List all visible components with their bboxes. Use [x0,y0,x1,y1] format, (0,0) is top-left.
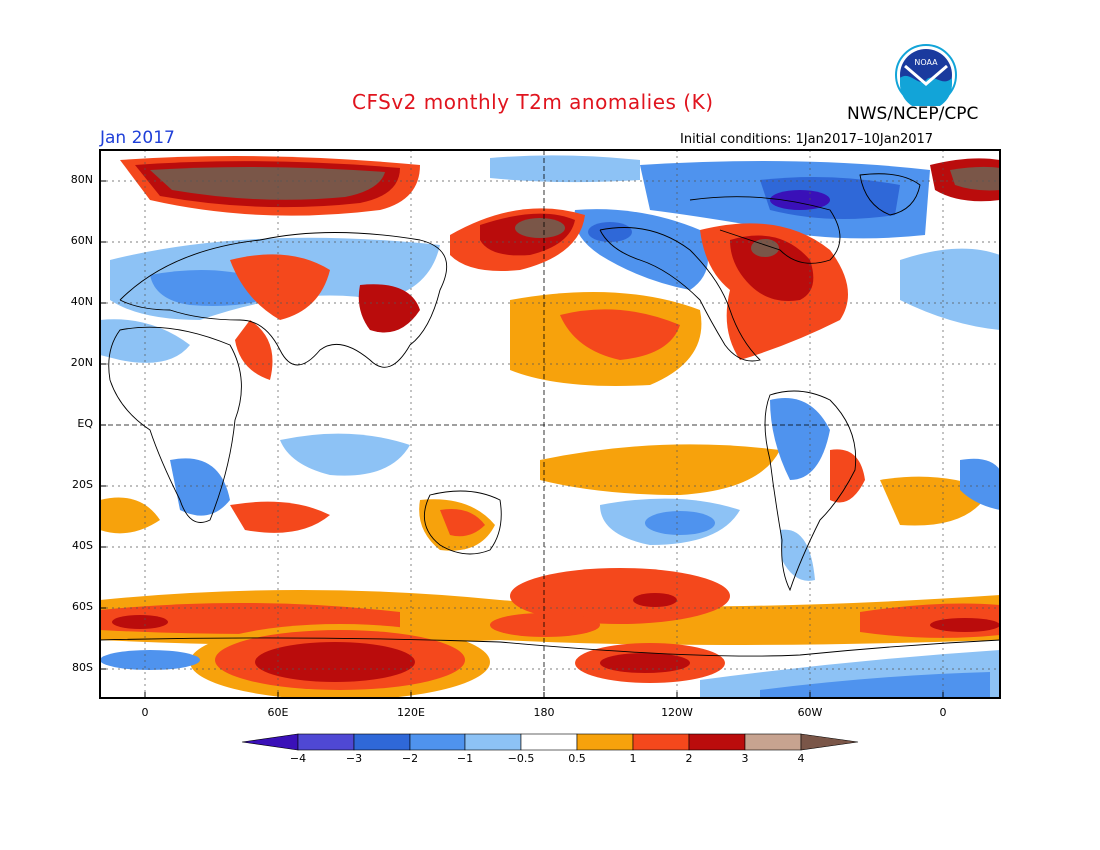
colorbar-label: 0.5 [568,752,586,765]
lat-gridlines [100,180,1000,670]
colorbar-bin [353,733,411,751]
lon-tick-label: 120W [661,706,693,719]
lon-tick-label: 180 [533,706,555,719]
colorbar [241,733,859,751]
lat-tick-label: 80S [72,661,93,674]
lon-gridlines [144,150,944,698]
lat-tick-label: 60N [70,234,93,247]
chart-title: CFSv2 monthly T2m anomalies (K) [352,90,714,114]
map-frame [99,149,1001,699]
lon-tick-label: 60W [797,706,823,719]
month-label: Jan 2017 [100,128,175,148]
noaa-logo: NOAA [895,44,957,106]
colorbar-label: −1 [456,752,474,765]
agency-label: NWS/NCEP/CPC [847,104,979,124]
colorbar-min-arrow [241,733,299,751]
lon-tick-label: 60E [267,706,289,719]
colorbar-label: −0.5 [507,752,535,765]
colorbar-label: −4 [289,752,307,765]
map-field [100,150,1000,698]
colorbar-bin [297,733,355,751]
lat-tick-label: 40N [70,295,93,308]
colorbar-bin [576,733,634,751]
colorbar-max-arrow [800,733,859,751]
lat-tick-label: 80N [70,173,93,186]
lat-tick-label: 20N [70,356,93,369]
colorbar-bin [632,733,690,751]
colorbar-bin [688,733,746,751]
initial-conditions-label: Initial conditions: 1Jan2017–10Jan2017 [680,132,934,147]
colorbar-bin [520,733,578,751]
lon-tick-label: 120E [397,706,425,719]
colorbar-label: −3 [345,752,363,765]
lat-tick-label: EQ [77,417,93,430]
lon-tick-label: 0 [939,706,947,719]
colorbar-bin [464,733,522,751]
colorbar-bin [409,733,466,751]
lat-tick-label: 60S [72,600,93,613]
colorbar-bin [744,733,802,751]
coastlines [100,173,1000,657]
colorbar-label: −2 [401,752,419,765]
lat-tick-label: 40S [72,539,93,552]
colorbar-label: 4 [797,752,805,765]
axis-ticks [100,180,944,698]
lon-tick-label: 0 [141,706,149,719]
colorbar-label: 2 [685,752,693,765]
colorbar-label: 3 [741,752,749,765]
lat-tick-label: 20S [72,478,93,491]
colorbar-label: 1 [629,752,637,765]
logo-text: NOAA [914,58,938,67]
